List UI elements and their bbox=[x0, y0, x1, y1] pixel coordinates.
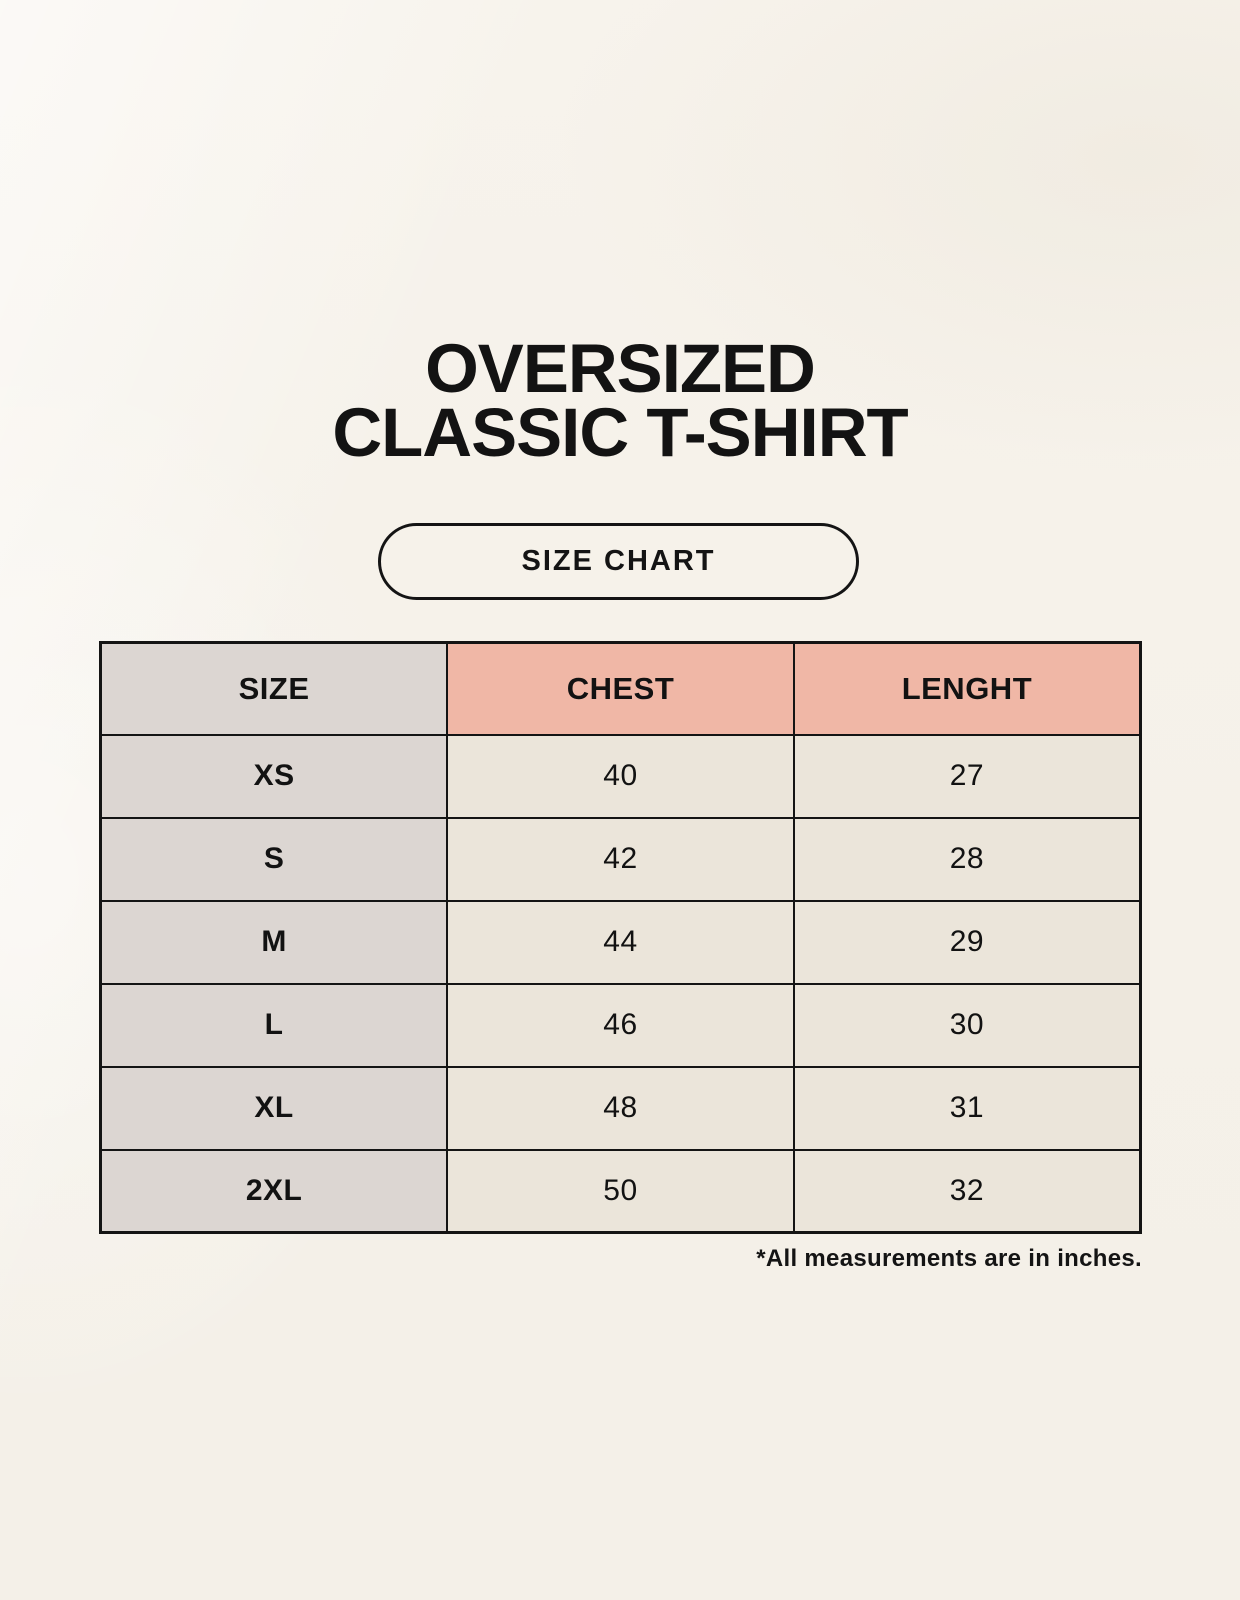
size-cell: M bbox=[99, 899, 449, 985]
chest-cell: 48 bbox=[446, 1065, 795, 1151]
table-row-l: L 46 30 bbox=[99, 982, 1142, 1068]
size-chart-button[interactable]: SIZE CHART bbox=[378, 523, 859, 600]
chest-cell: 50 bbox=[446, 1148, 795, 1234]
table-row-s: S 42 28 bbox=[99, 816, 1142, 902]
length-cell: 30 bbox=[792, 982, 1142, 1068]
measurements-footnote: *All measurements are in inches. bbox=[756, 1245, 1142, 1272]
chest-cell: 44 bbox=[446, 899, 795, 985]
length-cell: 32 bbox=[792, 1148, 1142, 1234]
length-cell: 31 bbox=[792, 1065, 1142, 1151]
size-chart-table: SIZE CHEST LENGHT XS 40 27 S 42 28 M 44 … bbox=[99, 641, 1142, 1234]
size-cell: 2XL bbox=[99, 1148, 449, 1234]
table-row-xs: XS 40 27 bbox=[99, 733, 1142, 819]
length-cell: 28 bbox=[792, 816, 1142, 902]
length-cell: 29 bbox=[792, 899, 1142, 985]
column-header-lenght: LENGHT bbox=[792, 641, 1142, 736]
chest-cell: 46 bbox=[446, 982, 795, 1068]
size-cell: S bbox=[99, 816, 449, 902]
table-row-m: M 44 29 bbox=[99, 899, 1142, 985]
size-chart-button-label: SIZE CHART bbox=[521, 545, 716, 577]
size-cell: XL bbox=[99, 1065, 449, 1151]
chest-cell: 42 bbox=[446, 816, 795, 902]
column-header-chest: CHEST bbox=[446, 641, 795, 736]
page-title-line-1: OVERSIZED bbox=[425, 330, 816, 407]
size-cell: XS bbox=[99, 733, 449, 819]
table-row-2xl: 2XL 50 32 bbox=[99, 1148, 1142, 1234]
table-row-xl: XL 48 31 bbox=[99, 1065, 1142, 1151]
page-title: OVERSIZED CLASSIC T-SHIRT bbox=[0, 330, 1240, 471]
size-cell: L bbox=[99, 982, 449, 1068]
table-header-row: SIZE CHEST LENGHT bbox=[99, 641, 1142, 736]
column-header-size: SIZE bbox=[99, 641, 449, 736]
length-cell: 27 bbox=[792, 733, 1142, 819]
page-title-line-2: CLASSIC T-SHIRT bbox=[332, 394, 908, 471]
chest-cell: 40 bbox=[446, 733, 795, 819]
